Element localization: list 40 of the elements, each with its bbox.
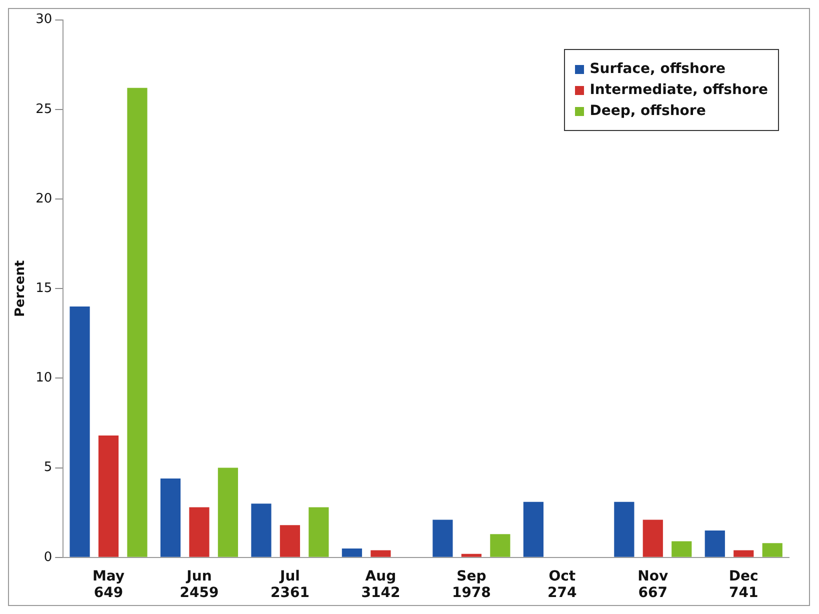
bar <box>734 550 754 557</box>
y-tick-label: 0 <box>44 550 52 565</box>
legend-label: Surface, offshore <box>590 61 726 77</box>
bar <box>251 504 272 557</box>
bar <box>98 436 119 557</box>
legend-label: Deep, offshore <box>590 103 706 119</box>
bar <box>704 530 725 557</box>
bar <box>280 525 300 557</box>
x-tick-label: Aug 3142 <box>361 568 400 602</box>
y-tick-label: 10 <box>36 370 52 386</box>
bar <box>461 554 482 557</box>
bar <box>642 520 663 557</box>
y-tick-label: 20 <box>36 191 52 206</box>
y-axis-title: Percent <box>13 260 28 317</box>
bar <box>672 541 692 557</box>
x-tick-label: May 649 <box>92 568 125 602</box>
y-tick-label: 5 <box>44 460 52 476</box>
bar <box>308 507 329 557</box>
x-tick-label: Oct 274 <box>548 568 578 602</box>
bar <box>614 502 634 557</box>
bar <box>160 478 181 557</box>
x-tick-label: Jul 2361 <box>270 568 310 602</box>
x-tick-label: Sep 1978 <box>452 568 491 602</box>
bar <box>762 543 782 557</box>
bar <box>490 534 510 557</box>
bar <box>342 548 362 557</box>
y-tick-label: 25 <box>36 102 52 117</box>
y-tick-label: 30 <box>36 12 52 28</box>
bar <box>70 306 90 557</box>
bar <box>127 88 148 557</box>
x-tick-label: Nov 667 <box>638 568 668 602</box>
x-tick-label: Jun 2459 <box>180 568 219 602</box>
bar <box>189 507 210 557</box>
bar <box>432 520 453 557</box>
x-tick-label: Dec 741 <box>728 568 758 602</box>
y-tick-label: 15 <box>36 280 52 296</box>
bar <box>523 502 544 557</box>
bar <box>370 550 391 557</box>
legend-label: Intermediate, offshore <box>590 82 768 98</box>
bar <box>218 468 238 557</box>
